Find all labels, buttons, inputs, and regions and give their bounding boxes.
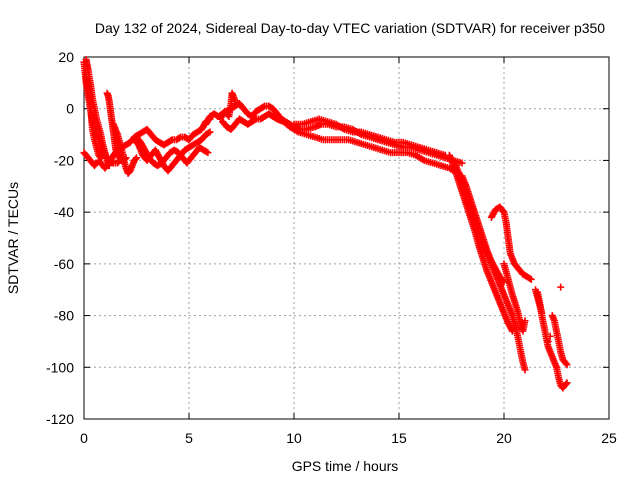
y-tick-label: -40 — [54, 204, 74, 220]
data-point — [167, 137, 175, 145]
plot-frame — [83, 56, 610, 420]
data-point — [521, 317, 529, 325]
data-point — [538, 309, 546, 317]
data-point — [527, 275, 535, 283]
y-tick-label: -80 — [54, 308, 74, 324]
data-point — [499, 207, 507, 215]
data-point — [101, 149, 109, 157]
data-point — [563, 361, 571, 369]
data-point — [251, 116, 259, 124]
y-axis-label: SDTVAR / TECUs — [5, 182, 21, 294]
x-tick-label: 20 — [496, 430, 512, 446]
data-point — [206, 128, 214, 136]
x-tick-label: 0 — [80, 430, 88, 446]
data-point — [131, 155, 139, 163]
y-tick-label: 20 — [58, 49, 74, 65]
x-tick-label: 10 — [286, 430, 302, 446]
data-point — [526, 275, 534, 283]
chart-title: Day 132 of 2024, Sidereal Day-to-day VTE… — [95, 20, 605, 36]
data-point — [92, 160, 100, 168]
y-tick-label: -120 — [46, 411, 74, 427]
data-point — [204, 149, 212, 157]
data-points — [80, 56, 571, 392]
data-point — [231, 97, 239, 105]
y-tick-label: -20 — [54, 152, 74, 168]
y-tick-label: -60 — [54, 256, 74, 272]
y-tick-label: 0 — [66, 101, 74, 117]
data-point — [544, 337, 552, 345]
data-point — [546, 332, 554, 340]
data-point — [563, 379, 571, 387]
data-point — [259, 103, 267, 111]
data-point — [521, 366, 529, 374]
x-tick-label: 25 — [601, 430, 617, 446]
data-point — [562, 380, 570, 388]
data-point — [562, 359, 570, 367]
data-point — [133, 154, 140, 162]
grid-lines — [84, 57, 609, 419]
data-point — [557, 283, 565, 291]
data-point — [100, 150, 108, 158]
x-tick-label: 15 — [391, 430, 407, 446]
data-point — [203, 148, 210, 156]
x-axis-label: GPS time / hours — [292, 458, 399, 474]
x-tick-label: 5 — [185, 430, 193, 446]
axis-ticks: 0 5 10 15 20 25 20 0 -20 -40 -60 -80 -100 -120 — [46, 49, 617, 446]
data-point — [205, 129, 213, 137]
y-tick-label: -100 — [46, 359, 74, 375]
data-point — [175, 134, 183, 142]
data-point — [458, 159, 466, 167]
data-point — [508, 327, 516, 335]
